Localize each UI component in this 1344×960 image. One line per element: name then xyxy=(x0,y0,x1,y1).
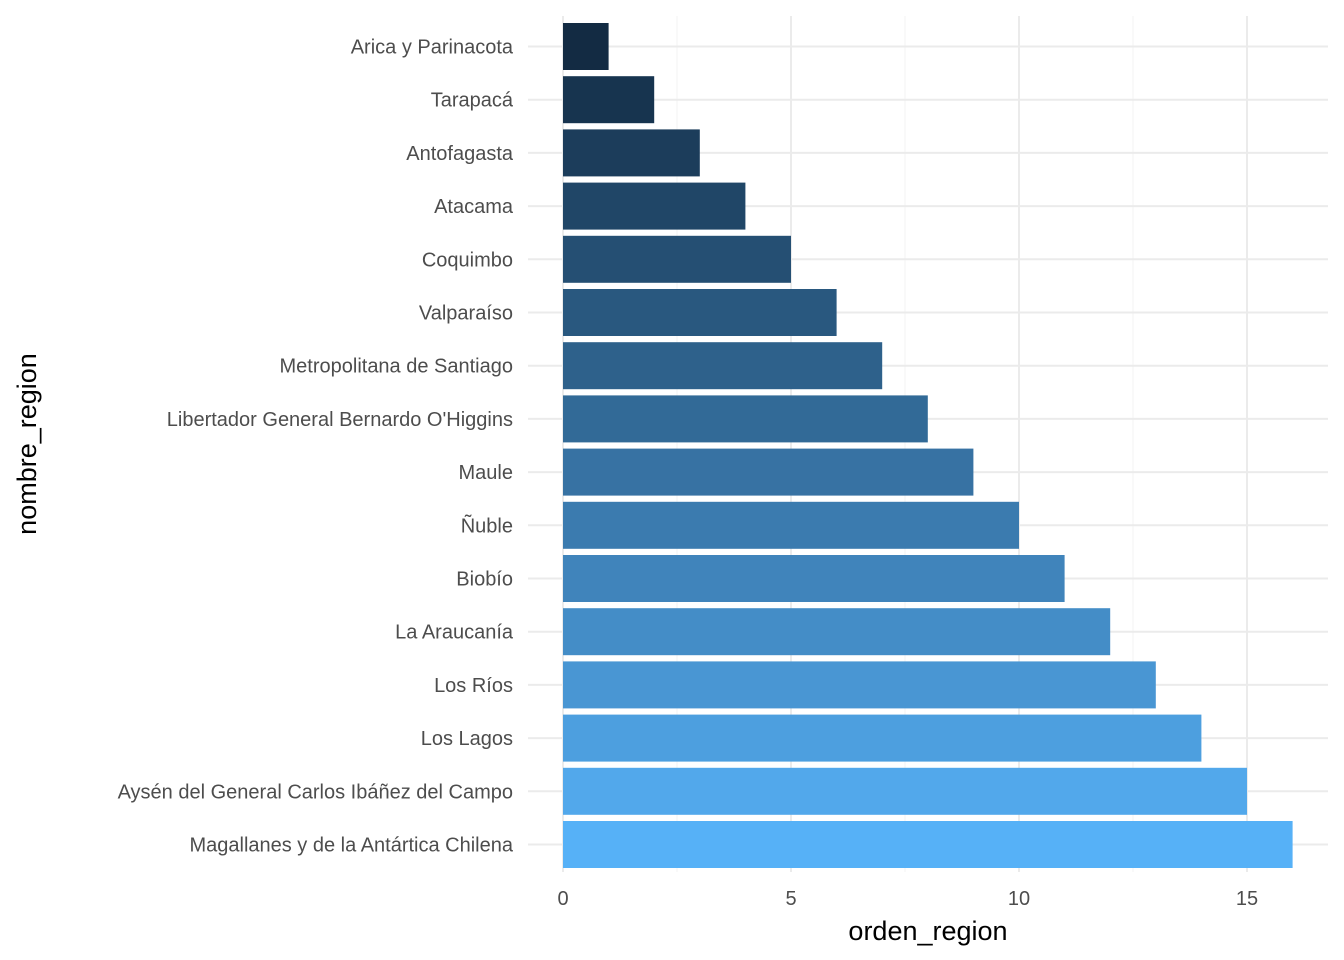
bar xyxy=(563,342,883,390)
bar xyxy=(563,76,655,124)
bar xyxy=(563,448,974,496)
bar xyxy=(563,129,700,177)
x-tick-label: 10 xyxy=(1008,888,1030,910)
y-tick-label: Antofagasta xyxy=(406,143,514,165)
bars xyxy=(563,23,1293,868)
y-tick-label: Magallanes y de la Antártica Chilena xyxy=(189,835,513,857)
x-axis-title: orden_region xyxy=(848,916,1007,946)
bar xyxy=(563,714,1202,762)
y-tick-label: La Araucanía xyxy=(395,622,514,644)
y-tick-labels: Arica y Parinacota Tarapacá Antofagasta Ata… xyxy=(118,37,514,857)
y-tick-label: Atacama xyxy=(434,196,514,218)
y-tick-label: Valparaíso xyxy=(419,303,513,325)
x-tick-label: 0 xyxy=(557,888,568,910)
bar xyxy=(563,661,1156,709)
y-tick-label: Los Ríos xyxy=(434,675,513,697)
bar xyxy=(563,289,837,336)
bar xyxy=(563,501,1019,549)
bar xyxy=(563,608,1111,656)
y-tick-label: Ñuble xyxy=(461,513,513,537)
bar xyxy=(563,235,791,283)
y-tick-label: Aysén del General Carlos Ibáñez del Camp… xyxy=(118,781,513,803)
bar xyxy=(563,395,928,443)
x-tick-label: 5 xyxy=(785,888,796,910)
x-tick-label: 15 xyxy=(1236,888,1258,910)
y-tick-label: Biobío xyxy=(456,569,513,591)
y-tick-label: Maule xyxy=(459,462,513,484)
y-tick-label: Libertador General Bernardo O'Higgins xyxy=(167,409,513,431)
y-tick-label: Metropolitana de Santiago xyxy=(280,356,514,378)
bar xyxy=(563,767,1247,815)
bar xyxy=(563,23,609,70)
bar xyxy=(563,555,1065,602)
y-tick-label: Tarapacá xyxy=(431,90,514,112)
y-axis-title: nombre_region xyxy=(12,353,42,535)
x-tick-labels: 0 5 10 15 xyxy=(557,888,1258,910)
y-tick-label: Los Lagos xyxy=(421,728,513,750)
bar xyxy=(563,182,746,230)
y-tick-label: Coquimbo xyxy=(422,249,513,271)
y-tick-label: Arica y Parinacota xyxy=(351,37,514,59)
bar xyxy=(563,821,1293,868)
